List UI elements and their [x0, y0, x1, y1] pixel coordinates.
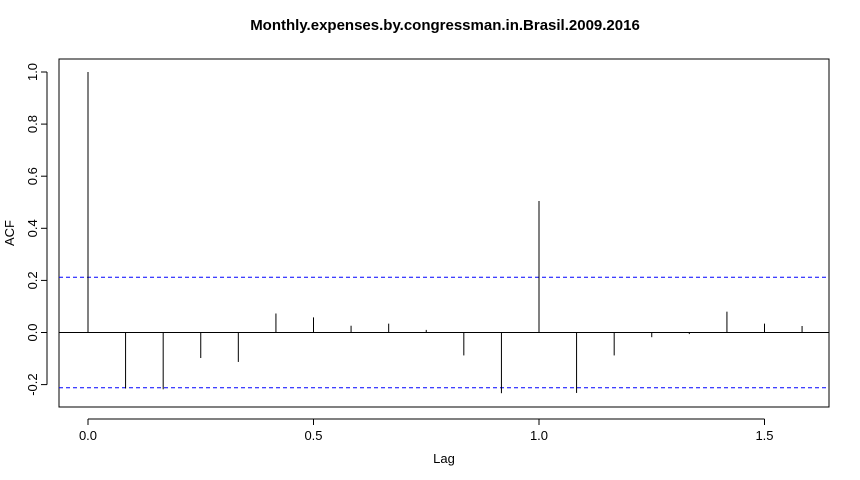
x-axis: 0.0 0.5 1.0 1.5 [79, 418, 774, 443]
plot-frame [58, 58, 830, 408]
x-tick-label: 1.5 [755, 428, 773, 443]
y-axis-label: ACF [2, 220, 17, 246]
y-tick-label: 0.8 [25, 115, 40, 133]
x-tick-label: 0.5 [304, 428, 322, 443]
acf-bars [87, 72, 803, 394]
x-tick-label: 1.0 [530, 428, 548, 443]
y-tick-label: 0.2 [25, 271, 40, 289]
x-tick-label: 0.0 [79, 428, 97, 443]
y-tick-label: 0.4 [25, 219, 40, 237]
chart-title: Monthly.expenses.by.congressman.in.Brasi… [250, 17, 640, 34]
y-tick-label: 0.0 [25, 323, 40, 341]
y-tick-label: 0.6 [25, 167, 40, 185]
y-axis: -0.2 0.0 0.2 0.4 0.6 0.8 1.0 [25, 63, 48, 396]
y-tick-label: -0.2 [25, 373, 40, 395]
x-axis-label: Lag [433, 451, 455, 466]
y-tick-label: 1.0 [25, 63, 40, 81]
confidence-bounds [59, 276, 829, 389]
